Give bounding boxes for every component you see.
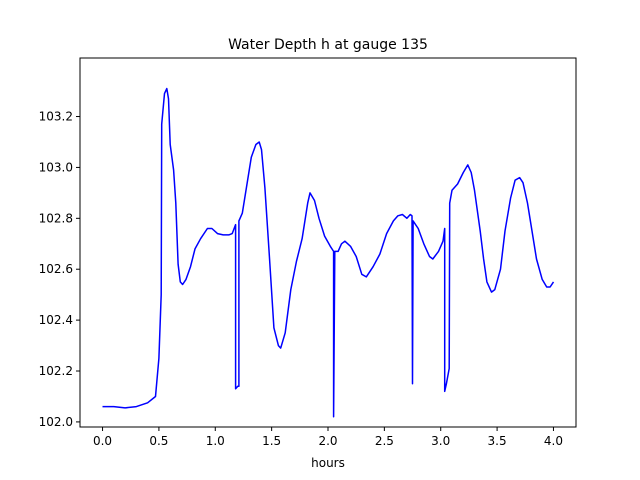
y-tick-label: 102.0: [39, 415, 73, 429]
y-tick-label: 103.2: [39, 110, 73, 124]
x-tick-label: 1.5: [262, 434, 281, 448]
x-tick-label: 0.5: [149, 434, 168, 448]
x-axis: 0.0 0.5 1.0 1.5 2.0 2.5 3.0 3.5 4.0: [93, 427, 563, 448]
y-tick-label: 102.4: [39, 313, 73, 327]
y-tick-label: 102.2: [39, 364, 73, 378]
x-tick-label: 4.0: [544, 434, 563, 448]
x-tick-label: 3.0: [431, 434, 450, 448]
y-tick-label: 102.8: [39, 211, 73, 225]
chart-title: Water Depth h at gauge 135: [228, 37, 428, 53]
x-tick-label: 3.5: [488, 434, 507, 448]
x-tick-label: 0.0: [93, 434, 112, 448]
x-tick-label: 2.0: [318, 434, 337, 448]
y-tick-label: 103.0: [39, 160, 73, 174]
plot-area: [102, 87, 555, 418]
y-axis: 102.0 102.2 102.4 102.6 102.8 103.0 103.2: [39, 110, 80, 429]
x-axis-label: hours: [311, 456, 345, 470]
series-line-1: [102, 87, 555, 418]
x-tick-label: 1.0: [206, 434, 225, 448]
x-tick-label: 2.5: [375, 434, 394, 448]
y-tick-label: 102.6: [39, 262, 73, 276]
